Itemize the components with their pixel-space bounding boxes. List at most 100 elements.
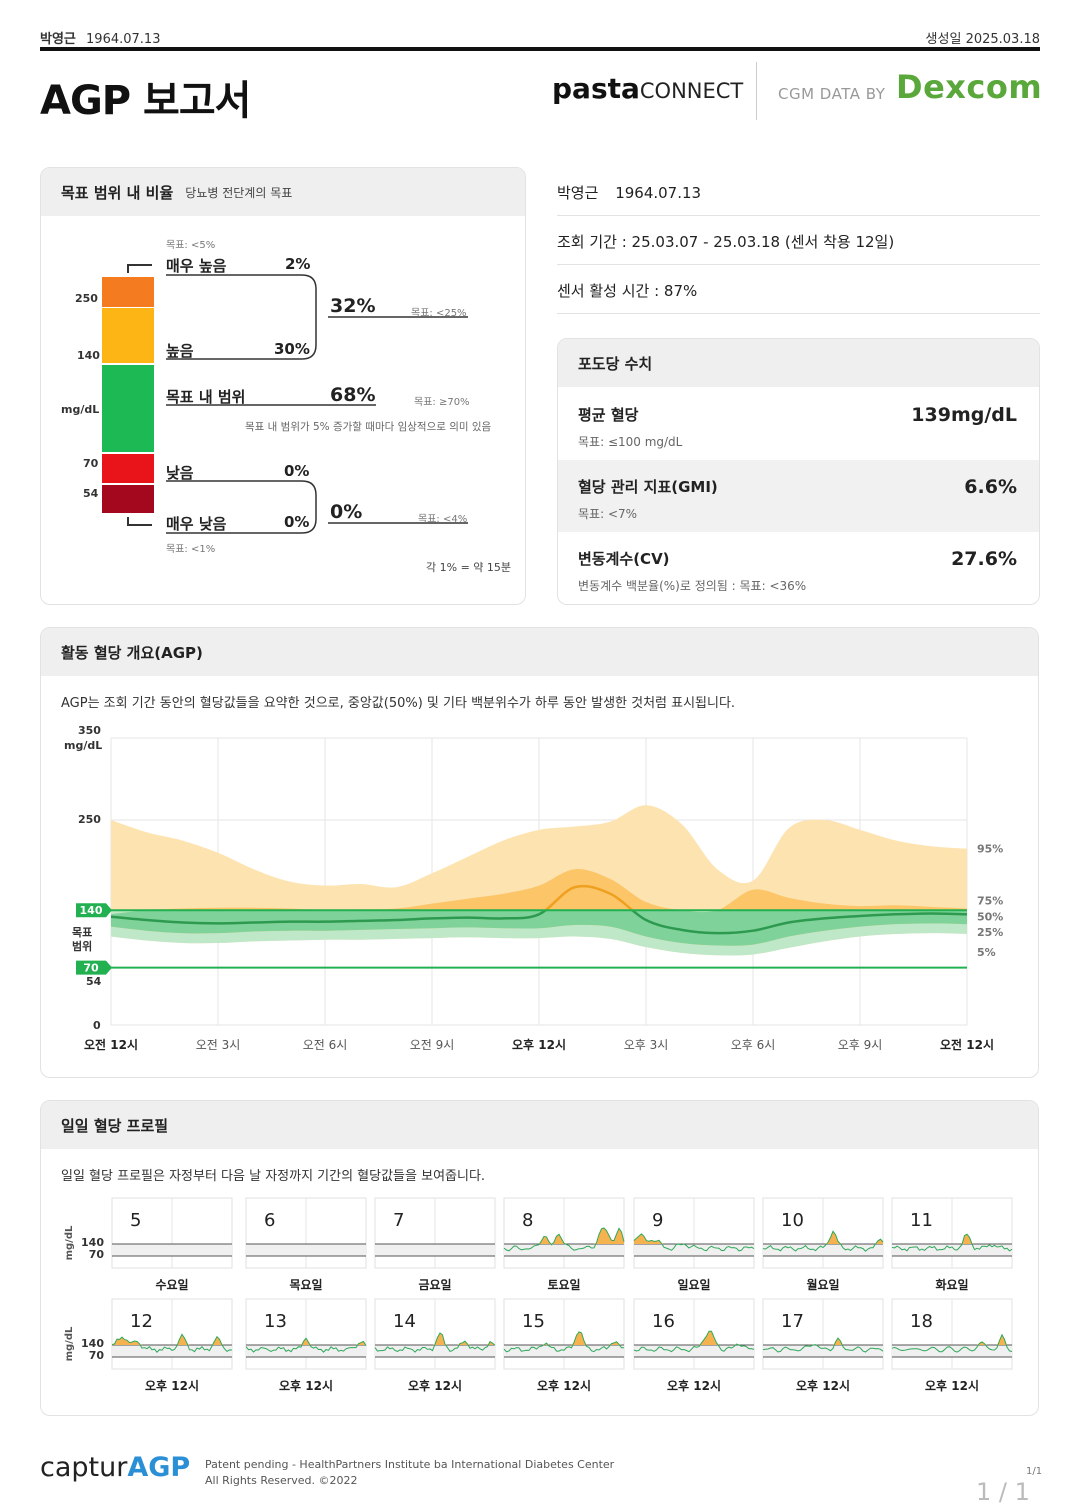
page-small: 1/1 xyxy=(1026,1466,1043,1477)
report-title: AGP 보고서 xyxy=(40,78,251,124)
in-range-label: 목표 내 범위 xyxy=(166,388,246,406)
tir-axis-250: 250 xyxy=(75,292,98,305)
generated-label: 생성일 xyxy=(925,32,962,47)
daily-cell: 15 오후 12시 xyxy=(503,1298,625,1393)
tir-axis-unit: mg/dL xyxy=(61,403,100,416)
mean-glucose-goal: 목표: ≤100 mg/dL xyxy=(578,435,683,449)
capturagp-logo: capturAGP xyxy=(40,1452,190,1483)
daily-day-label: 토요일 xyxy=(547,1278,580,1292)
daily-trace xyxy=(891,1233,1013,1252)
daily-cell: 13 오후 12시 xyxy=(245,1298,367,1393)
daily-cell: 18 오후 12시 xyxy=(891,1298,1013,1393)
top-line: 박영근 1964.07.13 생성일 2025.03.18 xyxy=(40,28,1040,47)
daily-trace xyxy=(374,1332,496,1353)
high-value: 30% xyxy=(274,340,310,358)
daily-day-label: 수요일 xyxy=(155,1278,188,1292)
mean-glucose-name: 평균 혈당 xyxy=(578,406,639,424)
info-dob: 1964.07.13 xyxy=(615,184,702,202)
agp-percentile-label: 50% xyxy=(977,910,1003,923)
agp-y-top: 350 xyxy=(78,724,101,737)
agp-target-tag xyxy=(76,960,112,975)
daily-day-number: 9 xyxy=(652,1210,663,1231)
info-patient: 박영근 1964.07.13 xyxy=(557,167,1040,216)
tir-header: 목표 범위 내 비율 당뇨병 전단계의 목표 xyxy=(41,168,525,216)
agp-header: 활동 혈당 개요(AGP) xyxy=(41,628,1038,676)
in-range-note: 목표 내 범위가 5% 증가할 때마다 임상적으로 의미 있음 xyxy=(245,421,492,433)
gmi-row: 혈당 관리 지표(GMI) 목표: <7% 6.6% xyxy=(558,460,1039,532)
tir-axis-70: 70 xyxy=(83,457,99,470)
agp-x-tick-label: 오전 3시 xyxy=(196,1038,241,1052)
daily-high-area xyxy=(246,1338,366,1345)
daily-trace xyxy=(762,1230,884,1252)
cv-name: 변동계수(CV) xyxy=(578,550,670,568)
agp-target-tag-label: 140 xyxy=(80,904,103,917)
agp-y-0: 0 xyxy=(93,1019,101,1032)
high-combined-goal: 목표: <25% xyxy=(411,308,467,319)
cgm-data-label: CGM DATA BY xyxy=(778,85,886,103)
daily-unit-label: mg/dL xyxy=(64,1225,75,1260)
mean-glucose-value: 139mg/dL xyxy=(911,404,1017,426)
daily-day-number: 6 xyxy=(264,1210,275,1231)
daily-day-label: 오후 12시 xyxy=(925,1378,979,1393)
agp-target-tag xyxy=(76,903,112,918)
brand-connect: CONNECT xyxy=(639,79,744,103)
daily-cell: 16 오후 12시 xyxy=(633,1298,755,1393)
pasta-connect-logo: pastaCONNECT xyxy=(552,72,743,105)
tir-axis-54: 54 xyxy=(83,487,99,500)
tir-graphic xyxy=(102,264,468,534)
bar-very-high xyxy=(102,277,154,307)
daily-day-number: 5 xyxy=(130,1210,141,1231)
info-name: 박영근 xyxy=(557,184,599,202)
agp-percentile-label: 25% xyxy=(977,926,1003,939)
daily-day-label: 월요일 xyxy=(806,1277,839,1292)
bar-low xyxy=(102,454,154,483)
agp-band-25-75-in-range xyxy=(111,910,967,946)
agp-y-54: 54 xyxy=(86,975,102,988)
daily-cell: 12 오후 12시 xyxy=(111,1298,233,1393)
agp-x-tick-label: 오전 9시 xyxy=(410,1038,455,1052)
daily-140-label: 140 xyxy=(81,1236,104,1249)
footer-line-1: Patent pending - HealthPartners Institut… xyxy=(205,1458,615,1471)
gmi-value: 6.6% xyxy=(964,476,1017,498)
tir-subtitle: 당뇨병 전단계의 목표 xyxy=(185,185,293,200)
daily-day-number: 15 xyxy=(522,1311,545,1332)
daily-trace xyxy=(891,1333,1013,1353)
page-number: 1 / 1 xyxy=(976,1478,1030,1506)
daily-cell: 14 오후 12시 xyxy=(374,1298,496,1393)
bar-in-range xyxy=(102,365,154,452)
logo-agp: AGP xyxy=(127,1452,191,1483)
daily-target-band xyxy=(112,1244,232,1256)
daily-high-area xyxy=(892,1334,1012,1345)
bar-very-low xyxy=(102,485,154,513)
daily-cell: 6 목요일 xyxy=(245,1197,367,1292)
agp-percentile-label: 75% xyxy=(977,895,1003,908)
daily-target-band xyxy=(892,1244,1012,1256)
info-active: 센서 활성 시간 : 87% xyxy=(557,265,1040,314)
in-range-value: 68% xyxy=(330,384,376,406)
daily-day-number: 14 xyxy=(393,1311,416,1332)
agp-x-tick-label: 오전 12시 xyxy=(940,1037,994,1052)
agp-median xyxy=(111,910,967,935)
daily-day-label: 목요일 xyxy=(289,1278,322,1292)
agp-x-tick-label: 오후 3시 xyxy=(624,1038,669,1052)
daily-day-label: 일요일 xyxy=(677,1278,710,1292)
daily-day-number: 13 xyxy=(264,1311,287,1332)
agp-x-tick-label: 오후 9시 xyxy=(838,1038,883,1052)
daily-day-label: 오후 12시 xyxy=(408,1378,462,1393)
generated-info: 생성일 2025.03.18 xyxy=(926,28,1040,47)
agp-target-label-1: 목표 xyxy=(72,926,93,939)
cv-goal: 변동계수 백분율(%)로 정의됨 : 목표: <36% xyxy=(578,579,807,593)
brand-pasta: pasta xyxy=(552,72,640,105)
daily-day-number: 8 xyxy=(522,1210,533,1231)
daily-trace xyxy=(111,1333,233,1353)
daily-day-label: 오후 12시 xyxy=(796,1378,850,1393)
low-value: 0% xyxy=(284,462,310,480)
agp-x-tick-label: 오후 6시 xyxy=(731,1038,776,1052)
agp-x-tick-label: 오후 12시 xyxy=(512,1037,566,1052)
logo-captur: captur xyxy=(40,1452,128,1483)
daily-cell: 5 수요일 xyxy=(111,1197,233,1292)
daily-day-label: 오후 12시 xyxy=(537,1378,591,1393)
gmi-goal: 목표: <7% xyxy=(578,507,638,521)
daily-target-band xyxy=(634,1345,754,1357)
agp-y-250: 250 xyxy=(78,813,101,826)
